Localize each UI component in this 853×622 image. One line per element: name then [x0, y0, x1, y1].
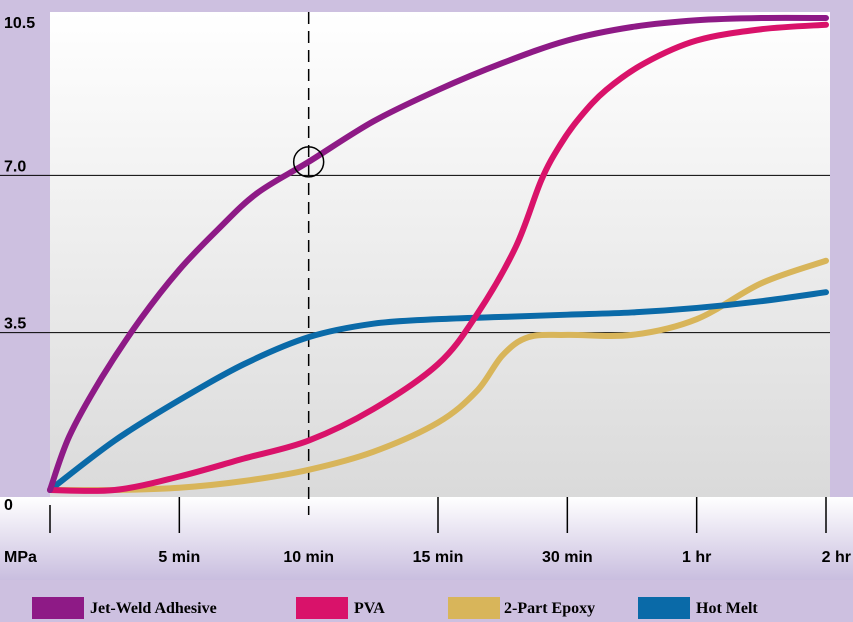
axis-band — [0, 497, 853, 580]
x-tick-label-5: 2 hr — [822, 549, 851, 566]
x-tick-label-1: 10 min — [283, 549, 334, 566]
plot-background — [50, 12, 830, 497]
x-tick-label-2: 15 min — [413, 549, 464, 566]
series-line-2-part-epoxy — [47, 257, 829, 494]
x-tick-label-0: 5 min — [158, 549, 200, 566]
legend-swatch-jet-weld-adhesive — [32, 597, 84, 619]
y-tick-label-0: 0 — [4, 497, 13, 514]
legend-swatch-2-part-epoxy — [448, 597, 500, 619]
x-tick-label-3: 30 min — [542, 549, 593, 566]
grid-lines — [0, 174, 830, 334]
series-line-pva — [47, 21, 829, 494]
legend-swatch-pva — [296, 597, 348, 619]
y-tick-label-1: 3.5 — [4, 316, 26, 333]
axes: 0 3.5 7.0 10.5 MPa 5 min 10 min 15 min 30 min 1 h… — [4, 15, 851, 566]
legend-label-pva: PVA — [354, 600, 385, 617]
legend-swatch-hot-melt — [638, 597, 690, 619]
series-line-jet-weld-adhesive — [47, 14, 829, 493]
legend-label-hot-melt: Hot Melt — [696, 600, 758, 617]
reference-marker — [292, 146, 325, 178]
legend-label-2-part-epoxy: 2-Part Epoxy — [504, 600, 595, 617]
reference-point-circle — [292, 146, 325, 178]
y-axis-unit-label: MPa — [4, 549, 37, 566]
series-lines — [47, 14, 829, 494]
x-tick-label-4: 1 hr — [682, 549, 711, 566]
series-line-hot-melt — [47, 289, 829, 493]
legend-label-jet-weld-adhesive: Jet-Weld Adhesive — [90, 600, 217, 617]
y-tick-label-3: 10.5 — [4, 15, 35, 32]
y-tick-label-2: 7.0 — [4, 158, 26, 175]
legend: Jet-Weld Adhesive PVA 2-Part Epoxy Hot Melt — [32, 597, 758, 619]
